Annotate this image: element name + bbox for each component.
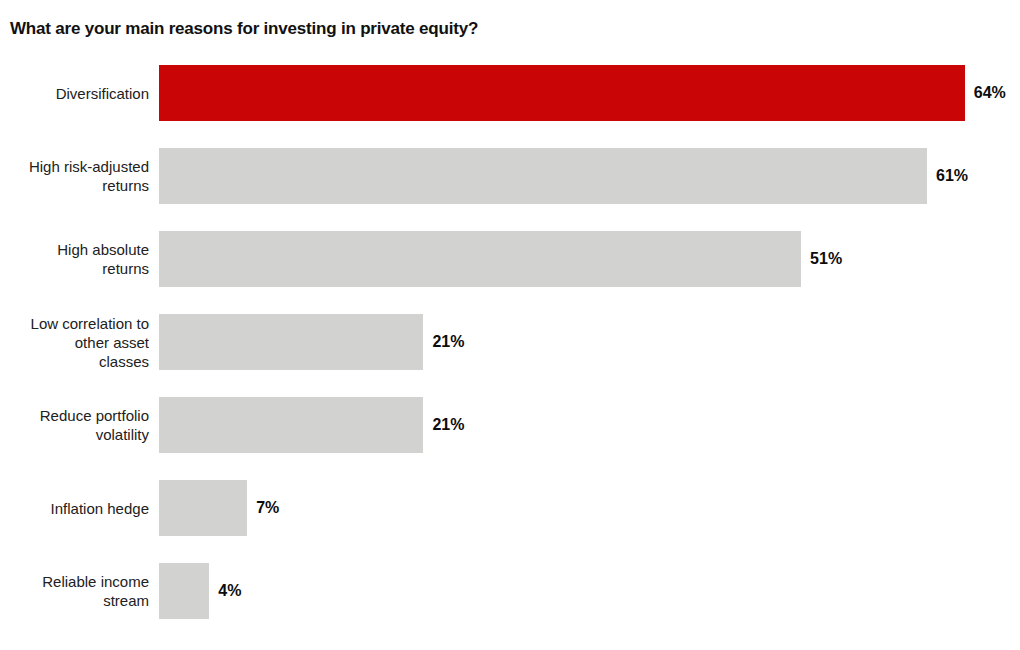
bar [159, 231, 801, 287]
bar-label: High risk-adjusted returns [0, 157, 149, 195]
bar-row: High risk-adjusted returns 61% [0, 148, 1020, 204]
bar [159, 148, 927, 204]
bar-label: Reliable income stream [0, 572, 149, 610]
bar-chart: Diversification 64% High risk-adjusted ret… [0, 65, 1020, 619]
bar-label: Reduce portfolio volatility [0, 406, 149, 444]
bar-row: Inflation hedge 7% [0, 480, 1020, 536]
bar-value-label: 4% [218, 582, 241, 600]
bar [159, 480, 247, 536]
bar-value-label: 61% [936, 167, 968, 185]
bar-value-label: 51% [810, 250, 842, 268]
bar-label: Inflation hedge [0, 499, 149, 518]
bar-value-label: 21% [432, 416, 464, 434]
bar [159, 563, 209, 619]
bar-label: Diversification [0, 84, 149, 103]
bar-value-label: 7% [256, 499, 279, 517]
bar-value-label: 64% [974, 84, 1006, 102]
bar-row: High absolute returns 51% [0, 231, 1020, 287]
bar-highlighted [159, 65, 965, 121]
bar [159, 314, 423, 370]
bar-label: High absolute returns [0, 240, 149, 278]
bar-row: Reliable income stream 4% [0, 563, 1020, 619]
bar [159, 397, 423, 453]
chart-title: What are your main reasons for investing… [10, 19, 478, 39]
bar-row: Reduce portfolio volatility 21% [0, 397, 1020, 453]
bar-value-label: 21% [432, 333, 464, 351]
bar-row: Low correlation to other asset classes 21… [0, 314, 1020, 370]
bar-row: Diversification 64% [0, 65, 1020, 121]
bar-label: Low correlation to other asset classes [0, 314, 149, 371]
